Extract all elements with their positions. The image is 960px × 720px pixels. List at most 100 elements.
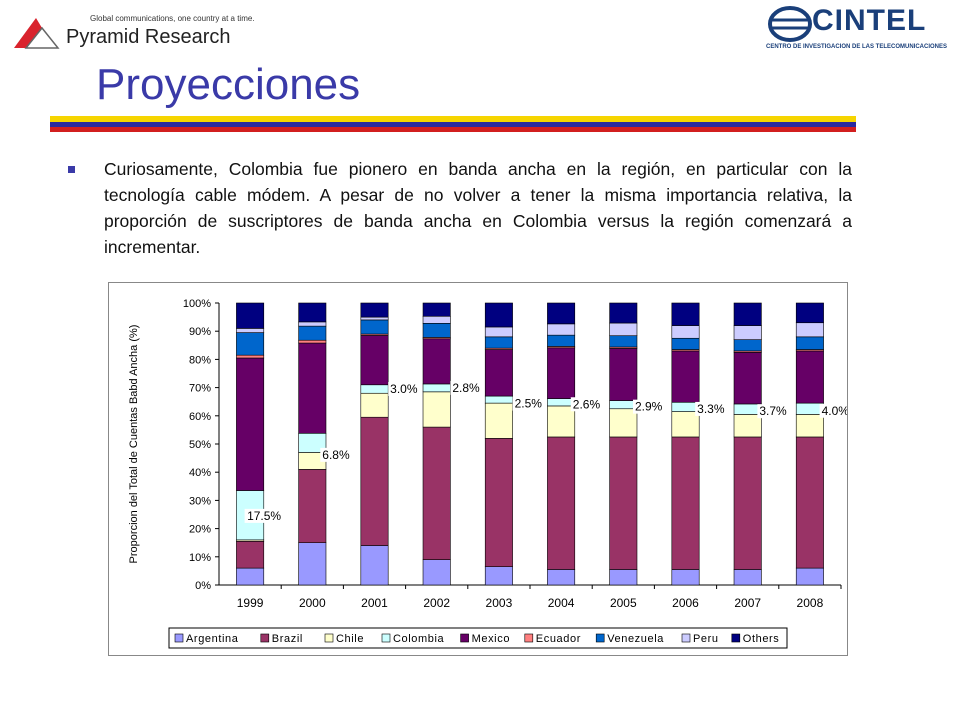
data-label-background [450,380,483,395]
bar-segment-venezuela [236,332,265,356]
bar-segment-colombia [484,395,513,404]
bar-segment-colombia [547,398,576,407]
bar-segment-colombia [733,403,762,415]
data-label-colombia: 2.9% [635,400,663,414]
bar-segment-others [733,302,762,326]
bar-segment-colombia [422,383,451,393]
bar-segment-venezuela [360,319,389,335]
bar-segment-others [422,302,451,317]
legend-label: Ecuador [536,633,581,645]
bar-segment-chile [609,408,638,438]
y-tick-label: 70% [189,383,211,395]
bar-segment-chile [360,392,389,418]
bar-segment-peru [422,315,451,324]
legend-label: Venezuela [607,633,664,645]
bar-segment-peru [298,321,327,327]
x-tick-label: 2001 [361,596,388,610]
pyramid-tagline: Global communications, one country at a … [90,14,255,23]
bar-segment-peru [547,323,576,336]
data-label-colombia: 2.5% [515,397,543,411]
bar-segment-peru [795,322,824,338]
bar-segment-mexico [733,352,762,405]
stripe-blue [50,122,856,127]
bar-segment-brazil [733,436,762,570]
x-tick-label: 1999 [237,596,264,610]
y-tick-label: 40% [189,467,211,479]
bar-segment-peru [360,316,389,321]
legend-swatch-argentina [174,633,184,643]
data-label-colombia: 17.5% [247,509,281,523]
bar-segment-mexico [360,335,389,386]
data-label-background [757,404,790,419]
stacked-bar-chart: Proporcion del Total de Cuentas Babd Anc… [128,298,852,649]
data-label-colombia: 4.0% [822,404,847,418]
bullet-icon [68,166,75,173]
legend-swatch-colombia [381,633,391,643]
bar-segment-others [360,302,389,318]
legend-swatch-brazil [260,633,270,643]
bar-segment-peru [484,326,513,338]
bar-segment-mexico [795,350,824,404]
legend-swatch-venezuela [595,633,605,643]
bar-segment-ecuador [236,354,265,359]
bar-segment-argentina [236,567,265,586]
bar-segment-venezuela [484,336,513,349]
bar-segment-chile [795,414,824,438]
slide-title: Proyecciones [96,60,361,109]
legend-label: Others [743,633,780,645]
bullet-text: Curiosamente, Colombia fue pionero en ba… [104,159,852,257]
y-tick-label: 0% [195,580,211,592]
bar-segment-chile [422,391,451,428]
bar-segment-venezuela [795,336,824,350]
cintel-subtitle: CENTRO DE INVESTIGACION DE LAS TELECOMUN… [766,44,948,50]
bar-segment-mexico [484,349,513,397]
x-tick-label: 2000 [299,596,326,610]
bar-segment-chile [547,405,576,438]
bar-segment-argentina [733,569,762,586]
data-label-background [244,508,284,523]
bar-segment-colombia [360,384,389,394]
bar-segment-mexico [422,338,451,385]
legend-swatch-chile [324,633,334,643]
bar-segment-mexico [236,357,265,491]
bar-segment-brazil [236,540,265,569]
bar-segment-others [671,302,700,326]
bar-segment-argentina [547,569,576,586]
y-axis-label: Proporcion del Total de Cuentas Babd Anc… [128,325,140,564]
cintel-brand-name: CINTEL [812,4,927,37]
y-tick-label: 10% [189,552,211,564]
bar-segment-others [547,302,576,325]
bar-segment-peru [671,325,700,339]
bar-segment-brazil [360,416,389,546]
bar-segment-mexico [298,342,327,434]
legend-swatch-peru [681,633,691,643]
legend-box [168,627,788,649]
legend-label: Chile [336,633,364,645]
x-tick-label: 2004 [548,596,575,610]
bar-segment-venezuela [422,323,451,338]
data-label-colombia: 3.3% [697,402,725,416]
bar-segment-others [236,302,265,329]
y-tick-label: 80% [189,354,211,366]
data-label-background [388,382,421,397]
bar-segment-peru [236,328,265,333]
bar-segment-argentina [671,569,700,586]
bar-segment-others [795,302,824,324]
data-label-colombia: 2.8% [452,381,480,395]
bar-segment-brazil [298,469,327,544]
bar-segment-argentina [609,569,638,586]
bar-segment-colombia [609,400,638,410]
bar-segment-brazil [484,438,513,567]
bar-segment-peru [609,322,638,337]
bar-segment-argentina [298,542,327,586]
stripe-red [50,127,856,132]
chart-container: Proporcion del Total de Cuentas Babd Anc… [108,282,852,656]
y-tick-label: 20% [189,524,211,536]
x-tick-label: 2005 [610,596,637,610]
data-label-background [695,401,728,416]
cintel-globe-icon [768,6,812,42]
bar-segment-ecuador [298,339,327,344]
bar-segment-peru [733,325,762,340]
data-label-colombia: 2.6% [573,397,601,411]
bar-segment-argentina [422,559,451,586]
